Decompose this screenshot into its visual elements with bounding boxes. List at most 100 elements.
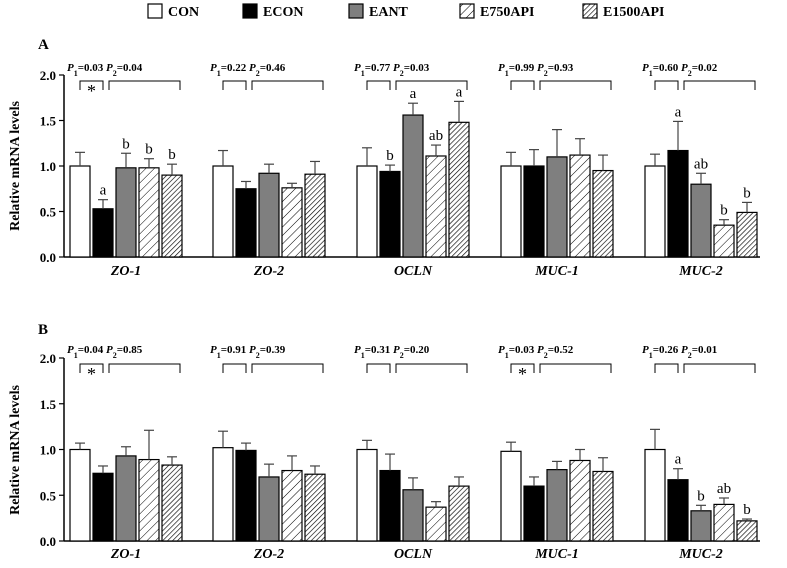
bar-a-muc-1-eant	[546, 156, 568, 258]
bar-a-zo-1-con	[69, 165, 91, 258]
legend-swatch-e750api	[459, 3, 475, 19]
legend-swatch-eant	[348, 3, 364, 19]
bar-b-muc-1-eant	[546, 469, 568, 542]
category-label: MUC-1	[534, 264, 579, 279]
legend-label-eant: EANT	[369, 5, 409, 20]
bar-b-muc-2-con	[644, 448, 666, 542]
bar-b-muc-2-econ	[667, 479, 689, 542]
p-values: P1=0.26 P2=0.01	[642, 344, 717, 360]
legend-label-econ: ECON	[263, 5, 303, 20]
bracket-p2	[108, 80, 181, 90]
legend-item-e1500api: E1500API	[582, 3, 664, 20]
bar-b-zo-2-e1500api	[304, 473, 326, 542]
p-values: P1=0.77 P2=0.03	[354, 62, 430, 78]
bar-a-muc-1-e1500api	[592, 169, 614, 258]
significance-letter: a	[100, 183, 107, 199]
bar-b-muc-1-con	[500, 450, 522, 542]
bar-a-muc-1-con	[500, 165, 522, 258]
bracket-p1	[366, 80, 391, 90]
category-label: OCLN	[394, 264, 433, 279]
category-label: ZO-1	[110, 547, 141, 562]
bar-b-zo-1-eant	[115, 455, 137, 542]
bar-a-ocln-econ	[379, 170, 401, 258]
bracket-p2	[395, 363, 468, 373]
bracket-p1	[79, 363, 104, 373]
panel-label-a: A	[38, 37, 49, 53]
panel-label-b: B	[38, 322, 48, 338]
legend-swatch-econ	[242, 3, 258, 19]
y-axis-label: Relative mRNA levels	[8, 101, 23, 231]
y-tick-label: 0.5	[40, 488, 57, 503]
category-label: ZO-2	[253, 264, 284, 279]
legend: CON ECON EANT E750API E1500API	[147, 3, 664, 20]
significance-letter: a	[675, 104, 682, 120]
bracket-p2	[251, 80, 324, 90]
bar-b-ocln-e1500api	[448, 485, 470, 542]
bar-a-zo-2-e750api	[281, 187, 303, 258]
significance-letter: b	[122, 136, 130, 152]
bar-a-ocln-eant	[402, 114, 424, 258]
y-tick-label: 1.5	[40, 397, 57, 412]
y-tick-label: 0.5	[40, 205, 57, 220]
bar-b-zo-2-eant	[258, 476, 280, 542]
legend-swatch-con	[147, 3, 163, 19]
bar-a-zo-1-econ	[92, 208, 114, 258]
bar-a-zo-2-e1500api	[304, 173, 326, 258]
bracket-p1	[510, 363, 535, 373]
bracket-p1	[79, 80, 104, 90]
significance-letter: ab	[717, 481, 731, 497]
bracket-p2	[539, 363, 612, 373]
bar-a-ocln-e1500api	[448, 121, 470, 258]
bar-b-zo-1-e1500api	[161, 464, 183, 542]
significance-letter: b	[697, 488, 705, 504]
bar-b-muc-1-econ	[523, 485, 545, 542]
significance-star: *	[87, 81, 96, 101]
bar-b-zo-2-e750api	[281, 469, 303, 542]
legend-item-econ: ECON	[242, 3, 303, 20]
p-values: P1=0.91 P2=0.39	[210, 344, 286, 360]
bar-a-muc-2-con	[644, 165, 666, 258]
significance-letter: b	[743, 185, 751, 201]
y-tick-label: 0.0	[40, 250, 56, 265]
chart-panel-b: 0.0 0.5 1.0 1.5 2.0 Relative mRNA levels ZO-1 P…	[8, 344, 760, 562]
bar-b-muc-1-e1500api	[592, 470, 614, 542]
p-values: P1=0.99 P2=0.93	[498, 62, 574, 78]
legend-label-e750api: E750API	[480, 5, 534, 20]
y-tick-label: 1.0	[40, 443, 56, 458]
bar-a-ocln-con	[356, 165, 378, 258]
bracket-p2	[108, 363, 181, 373]
y-tick-label: 2.0	[40, 68, 56, 83]
bracket-p1	[510, 80, 535, 90]
bracket-p1	[654, 80, 679, 90]
p-values: P1=0.03 P2=0.52	[498, 344, 574, 360]
bar-b-ocln-con	[356, 448, 378, 542]
bar-b-zo-1-con	[69, 448, 91, 542]
p-values: P1=0.04 P2=0.85	[67, 344, 143, 360]
legend-item-e750api: E750API	[459, 3, 534, 20]
significance-letter: b	[168, 147, 176, 163]
bar-a-muc-1-econ	[523, 165, 545, 258]
significance-letter: a	[456, 84, 463, 100]
category-label: MUC-1	[534, 547, 579, 562]
bar-b-muc-2-eant	[690, 510, 712, 542]
p-values: P1=0.22 P2=0.46	[210, 62, 286, 78]
bar-b-zo-2-con	[212, 447, 234, 542]
bar-b-muc-2-e1500api	[736, 520, 758, 542]
significance-letter: b	[720, 203, 728, 219]
category-label: OCLN	[394, 547, 433, 562]
bracket-p2	[395, 80, 468, 90]
bar-a-zo-2-eant	[258, 172, 280, 258]
p-values: P1=0.31 P2=0.20	[354, 344, 430, 360]
y-tick-label: 0.0	[40, 534, 56, 549]
significance-letter: b	[145, 142, 153, 158]
bar-a-muc-1-e750api	[569, 154, 591, 258]
legend-item-eant: EANT	[348, 3, 409, 20]
y-tick-label: 1.0	[40, 159, 56, 174]
bar-a-zo-2-econ	[235, 188, 257, 258]
y-axis-label: Relative mRNA levels	[8, 385, 23, 515]
bar-a-muc-2-eant	[690, 183, 712, 258]
bracket-p2	[251, 363, 324, 373]
significance-letter: ab	[429, 128, 443, 144]
